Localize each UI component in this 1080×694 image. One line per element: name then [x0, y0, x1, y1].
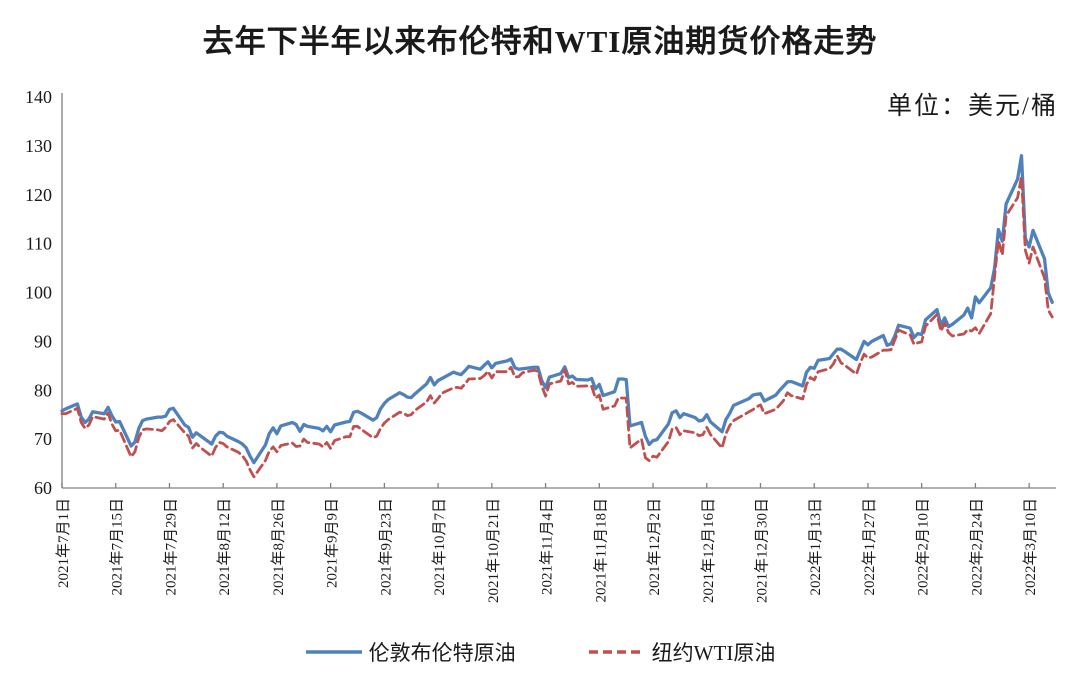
brent-line-swatch — [305, 650, 362, 654]
x-axis-tick-label: 2021年8月26日 — [270, 498, 287, 596]
wti-line-swatch — [588, 650, 645, 654]
x-axis-tick-label: 2021年11月4日 — [539, 498, 556, 595]
legend-item-wti: 纽约WTI原油 — [588, 637, 776, 667]
y-axis-tick-label: 120 — [25, 185, 52, 205]
y-axis-tick-label: 60 — [34, 478, 52, 498]
legend-label-wti: 纽约WTI原油 — [651, 641, 776, 665]
x-axis-tick-label: 2021年12月16日 — [700, 498, 717, 603]
y-axis-tick-label: 90 — [34, 331, 52, 351]
x-axis-tick-label: 2021年7月15日 — [109, 498, 126, 596]
x-axis-tick-label: 2021年12月2日 — [646, 498, 663, 596]
x-axis-tick-label: 2021年9月23日 — [377, 498, 394, 596]
x-axis-tick-label: 2021年10月7日 — [431, 498, 448, 596]
x-axis-tick-label: 2021年7月29日 — [162, 498, 179, 596]
wti-price-line — [60, 175, 1054, 479]
unit-label: 单位：美元/桶 — [887, 93, 1058, 120]
x-axis-tick-label: 2022年2月24日 — [968, 498, 985, 596]
x-axis-tick-label: 2021年8月12日 — [216, 498, 233, 596]
y-axis-tick-label: 100 — [25, 283, 52, 303]
x-axis-tick-label: 2021年11月18日 — [592, 498, 609, 602]
y-axis-tick-label: 80 — [34, 380, 52, 400]
brent-price-line — [60, 154, 1054, 465]
x-axis-tick-label: 2022年2月10日 — [915, 498, 932, 596]
x-axis-tick-label: 2021年7月1日 — [55, 498, 72, 588]
y-axis-tick-label: 70 — [34, 429, 52, 449]
x-axis-tick-label: 2021年10月21日 — [485, 498, 502, 603]
x-axis-tick-label: 2021年12月30日 — [753, 498, 770, 603]
y-axis-tick-label: 130 — [25, 136, 52, 156]
x-axis-tick-label: 2021年9月9日 — [324, 498, 341, 588]
chart-legend: 伦敦布伦特原油 纽约WTI原油 — [0, 637, 1080, 667]
x-axis-tick-label: 2022年1月13日 — [807, 498, 824, 596]
x-axis-tick-label: 2022年3月10日 — [1022, 498, 1039, 596]
y-axis-tick-label: 110 — [26, 234, 52, 254]
legend-item-brent: 伦敦布伦特原油 — [305, 637, 516, 667]
chart-title: 去年下半年以来布伦特和WTI原油期货价格走势 — [202, 24, 878, 59]
x-axis-tick-label: 2022年1月27日 — [861, 498, 878, 596]
y-axis-tick-label: 140 — [25, 87, 52, 107]
legend-label-brent: 伦敦布伦特原油 — [368, 641, 516, 665]
